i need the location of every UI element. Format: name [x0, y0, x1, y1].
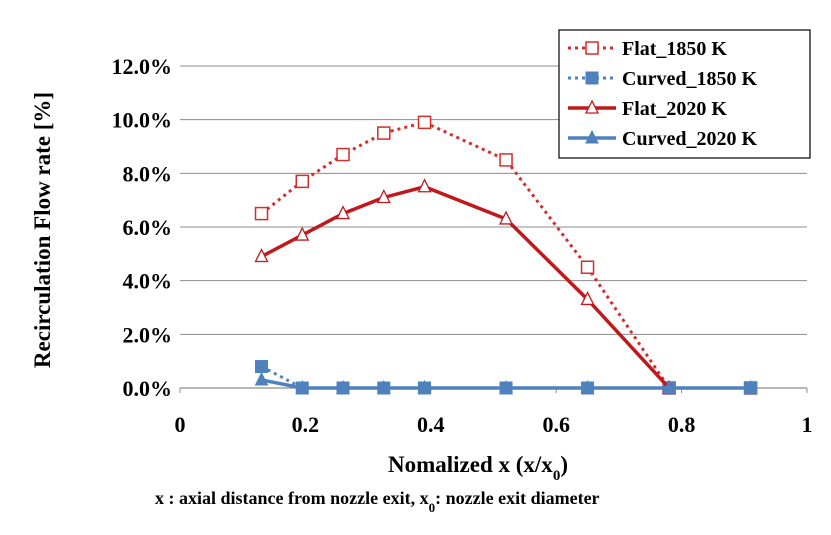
caption-subscript: 0	[429, 500, 436, 515]
legend-item-flat-2020-k: Flat_2020 K	[568, 98, 727, 120]
legend-label: Curved_2020 K	[622, 128, 757, 150]
y-tick-label: 10.0%	[112, 108, 173, 133]
data-point	[336, 147, 350, 162]
x-tick-label: 0.4	[417, 412, 445, 437]
caption-prefix: x : axial distance from nozzle exit, x	[155, 488, 429, 508]
y-tick-label: 2.0%	[123, 322, 173, 347]
y-tick-label: 0.0%	[123, 376, 173, 401]
data-point	[580, 290, 595, 306]
y-axis-title: Recirculation Flow rate [%]	[30, 92, 55, 368]
y-tick-label: 12.0%	[112, 54, 173, 79]
x-tick-label: 0.6	[542, 412, 570, 437]
data-point	[417, 115, 432, 130]
legend-marker	[584, 99, 600, 114]
data-point	[417, 379, 432, 394]
data-point	[743, 379, 758, 394]
data-point	[377, 126, 391, 140]
legend-item-curved-1850-k: Curved_1850 K	[568, 68, 757, 90]
series-line	[260, 184, 671, 390]
x-tick-label: 0	[175, 412, 186, 437]
data-point	[662, 379, 676, 394]
legend-label: Flat_2020 K	[622, 98, 727, 120]
data-series	[254, 115, 758, 395]
legend-item-flat-1850-k: Flat_1850 K	[568, 38, 727, 60]
data-point	[254, 206, 269, 221]
data-point	[295, 174, 310, 189]
x-axis-title-suffix: )	[560, 452, 568, 477]
series-curved-2020-k	[254, 371, 758, 394]
x-tick-label: 0.8	[668, 412, 696, 437]
axes: 0.0% 2.0% 4.0% 6.0% 8.0% 10.0% 12.0% 0 0.2 0.4 0.6…	[112, 54, 813, 437]
x-axis-title-main: Nomalized x (x/x	[388, 452, 553, 477]
data-point	[254, 248, 269, 263]
data-point	[580, 379, 595, 394]
data-point	[376, 379, 391, 394]
caption: x : axial distance from nozzle exit, x0:…	[155, 488, 600, 515]
data-point	[376, 189, 391, 204]
series-flat-2020-k	[254, 178, 677, 394]
x-axis-title-subscript: 0	[553, 468, 561, 484]
y-tick-label: 6.0%	[123, 215, 173, 240]
y-tick-label: 8.0%	[123, 161, 173, 186]
data-point	[336, 379, 350, 394]
data-point	[499, 379, 513, 394]
legend-marker	[585, 129, 599, 144]
data-point	[295, 379, 310, 394]
data-point	[498, 210, 514, 225]
legend: Flat_1850 K Curved_1850 K Flat_2020 K Curve…	[558, 29, 811, 159]
data-point	[499, 153, 513, 167]
data-point	[580, 260, 595, 274]
x-tick-label: 1	[802, 412, 813, 437]
legend-marker	[585, 71, 599, 85]
y-tick-label: 4.0%	[123, 269, 173, 294]
legend-label: Curved_1850 K	[622, 68, 757, 90]
data-point	[335, 205, 351, 220]
legend-item-curved-2020-k: Curved_2020 K	[568, 128, 757, 150]
x-axis-title: Nomalized x (x/x0)	[388, 452, 568, 484]
data-point	[417, 178, 432, 193]
caption-suffix: : nozzle exit diameter	[435, 488, 599, 508]
data-point	[295, 226, 310, 241]
legend-marker	[585, 41, 599, 55]
x-tick-label: 0.2	[292, 412, 320, 437]
legend-label: Flat_1850 K	[622, 38, 727, 60]
gridlines	[180, 65, 807, 335]
data-point	[254, 371, 269, 386]
data-point	[255, 360, 269, 374]
